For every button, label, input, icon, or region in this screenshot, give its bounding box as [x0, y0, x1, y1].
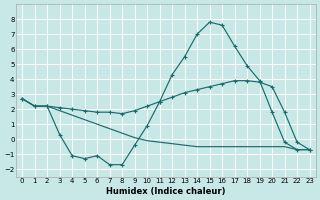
X-axis label: Humidex (Indice chaleur): Humidex (Indice chaleur): [106, 187, 226, 196]
